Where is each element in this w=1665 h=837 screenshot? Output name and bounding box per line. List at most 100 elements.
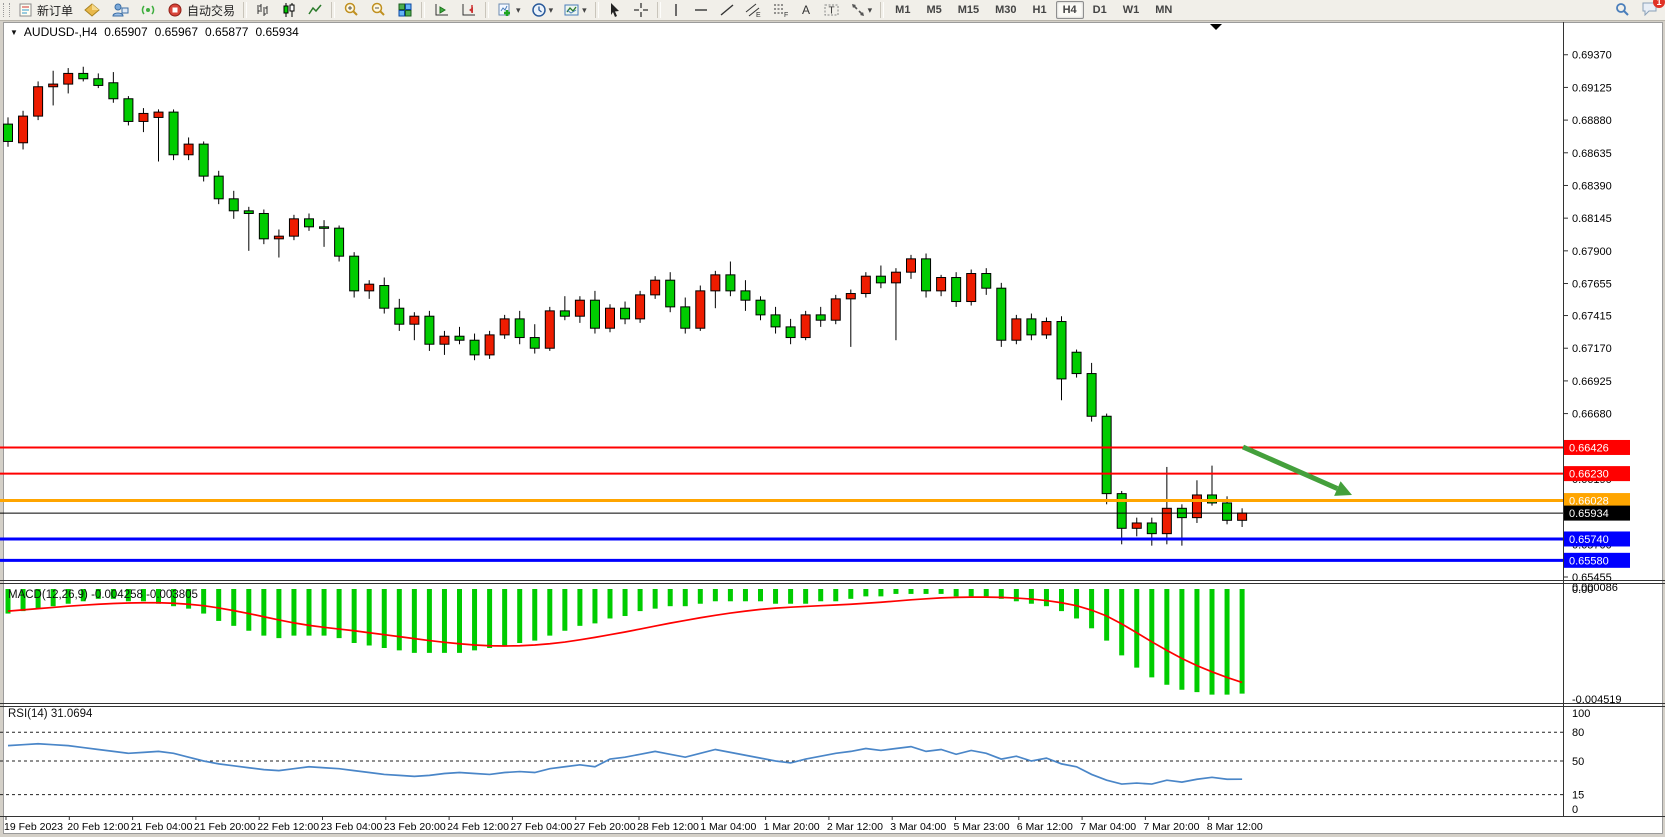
vertical-line-button[interactable] — [665, 0, 687, 20]
candle-body — [559, 310, 570, 317]
candle-body — [394, 307, 405, 325]
tile-windows-button[interactable] — [393, 0, 417, 20]
candle-body — [138, 112, 149, 122]
rsi-axis-label: 0 — [1572, 804, 1578, 816]
horizontal-line-icon — [694, 9, 707, 11]
time-axis[interactable]: 19 Feb 2023 20 Feb 12:00 21 Feb 04:00 21 Fe… — [4, 816, 1263, 833]
timeframe-D1[interactable]: D1 — [1092, 4, 1107, 16]
community-button[interactable] — [107, 0, 133, 20]
timeframe-M1[interactable]: M1 — [895, 4, 911, 16]
hline-price-label-box — [1564, 466, 1630, 482]
candle-body — [921, 258, 932, 292]
candle-body — [1086, 373, 1097, 417]
zoom-in-button[interactable] — [339, 0, 364, 20]
new-chart-button[interactable]: ▾ — [493, 0, 525, 20]
candle-body — [48, 83, 59, 88]
autotrading-button[interactable]: 自动交易 — [163, 0, 239, 20]
macd-axis-label: 0.000086 — [1572, 582, 1618, 594]
equidistant-channel-button[interactable]: E — [741, 0, 766, 20]
new-chart-icon — [498, 3, 511, 16]
candle-body — [589, 299, 600, 329]
zoom-out-button[interactable] — [366, 0, 391, 20]
search-icon[interactable] — [1613, 2, 1631, 18]
trend-arrow[interactable] — [1241, 444, 1339, 491]
bar-chart-button[interactable] — [251, 0, 275, 20]
auto-scroll-button[interactable] — [429, 0, 454, 20]
candle-body — [439, 335, 450, 345]
trendline-button[interactable] — [715, 0, 739, 20]
fibonacci-button[interactable]: F — [768, 0, 793, 20]
chart-shift-button[interactable] — [456, 0, 481, 20]
rsi-axis-label: 100 — [1572, 708, 1590, 720]
candle-body — [695, 290, 706, 329]
candle-body — [1116, 493, 1127, 529]
candle-body — [454, 335, 465, 341]
rsi-axis-label: 50 — [1572, 756, 1584, 768]
timeframe-H1[interactable]: H1 — [1032, 4, 1047, 16]
candle-body — [1161, 507, 1172, 535]
market-icon — [84, 3, 100, 17]
toolbar-grip[interactable] — [3, 3, 10, 17]
time-tick-label: 24 Feb 12:00 — [447, 821, 509, 833]
candle-body — [680, 306, 691, 329]
text-label-button[interactable]: T — [819, 0, 844, 20]
timeframe-W1[interactable]: W1 — [1122, 4, 1140, 16]
candle-body — [1191, 494, 1202, 519]
candle-body — [78, 72, 89, 80]
macd-axis-label: 0.00 — [1572, 584, 1593, 596]
new-order-label: 新订单 — [37, 3, 74, 18]
high-value: 0.65967 — [154, 25, 199, 39]
crosshair-button[interactable] — [629, 0, 653, 20]
timeframe-M30[interactable]: M30 — [995, 4, 1017, 16]
candle-body — [1222, 502, 1233, 521]
toolbar-separator — [485, 2, 490, 18]
horizontal-line-button[interactable] — [689, 0, 713, 20]
price-tick-label: 0.68635 — [1572, 148, 1612, 160]
price-axis[interactable]: 0.69370 0.69125 0.68880 0.68635 0.68390 0.681… — [1563, 50, 1612, 584]
candlestick-chart-icon — [283, 3, 295, 17]
templates-button[interactable]: ▾ — [559, 0, 591, 20]
periods-button[interactable]: ▾ — [527, 0, 558, 20]
timeframe-MN[interactable]: MN — [1155, 4, 1173, 16]
time-tick-label: 28 Feb 12:00 — [637, 821, 699, 833]
candle-body — [288, 218, 299, 237]
candle-body — [514, 318, 525, 339]
candle-body — [258, 212, 269, 240]
macd-label: MACD(12,26,9) -0.004258 -0.003805 — [8, 589, 198, 601]
candlestick-chart-button[interactable] — [277, 0, 301, 20]
collapse-toggle-icon[interactable]: ▼ — [10, 27, 18, 37]
line-chart-icon — [308, 4, 322, 15]
cursor-button[interactable] — [603, 0, 627, 20]
candle-body — [304, 218, 314, 228]
trend-arrow-head[interactable] — [1334, 481, 1352, 496]
timeframe-M15[interactable]: M15 — [957, 4, 980, 16]
candle-body — [785, 326, 796, 339]
time-tick-label: 23 Feb 04:00 — [321, 821, 383, 833]
candle-body — [845, 293, 856, 300]
candle-body — [123, 98, 134, 122]
signals-icon — [141, 5, 155, 15]
price-tick-label: 0.67655 — [1572, 279, 1612, 291]
symbol-label: AUDUSD-,H4 — [23, 25, 98, 39]
macd-layer — [5, 589, 1245, 695]
new-order-button[interactable]: 新订单 — [14, 0, 77, 20]
chart-shift-icon — [462, 4, 476, 16]
chat-button[interactable]: 1 — [1641, 0, 1665, 21]
dropdown-caret-icon: ▾ — [548, 4, 554, 15]
hline-price-label-box — [1564, 531, 1630, 547]
text-button[interactable]: A — [795, 0, 817, 20]
notification-badge: 1 — [1653, 0, 1665, 8]
chart-surface[interactable] — [3, 40, 1560, 577]
line-chart-button[interactable] — [303, 0, 327, 20]
signals-button[interactable] — [135, 0, 161, 20]
timeframe-H4[interactable]: H4 — [1055, 1, 1084, 19]
market-button[interactable] — [79, 0, 105, 20]
toolbar-separator — [656, 2, 661, 18]
arrows-button[interactable]: ▾ — [846, 0, 877, 20]
timeframe-M5[interactable]: M5 — [926, 4, 942, 16]
candle-body — [981, 273, 992, 289]
scroll-position-marker[interactable] — [1210, 24, 1222, 30]
rsi-line — [7, 742, 1243, 785]
